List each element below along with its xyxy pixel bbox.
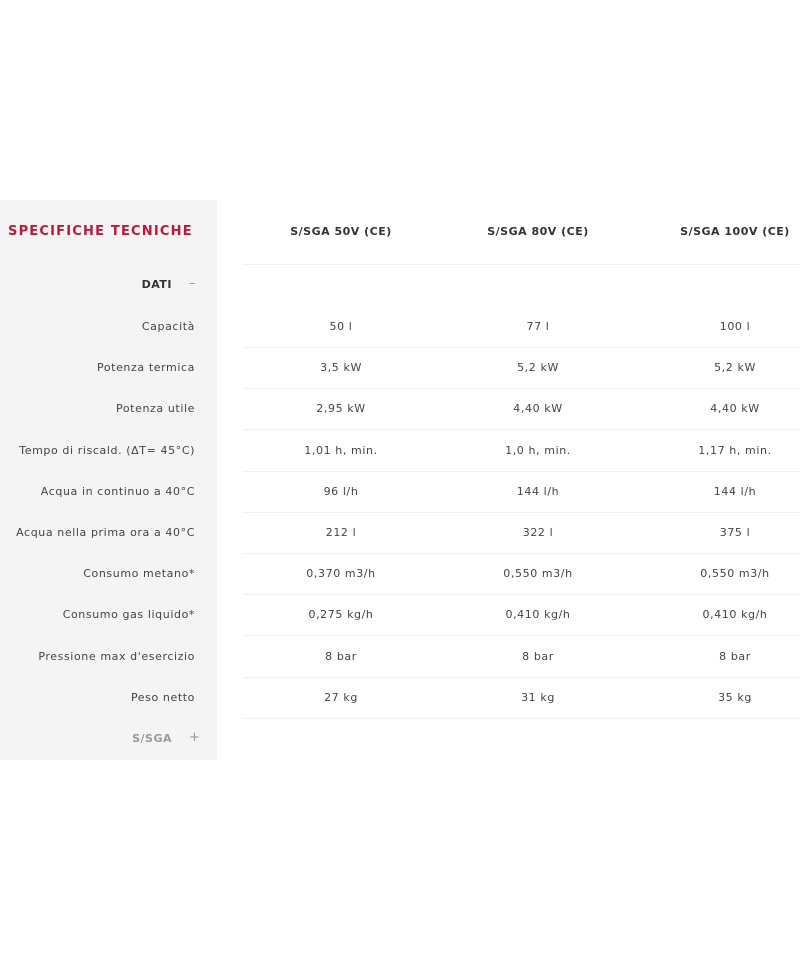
- spec-value: 4,40 kW: [710, 402, 760, 416]
- spec-value: 0,370 m3/h: [306, 567, 376, 581]
- spec-value: 1,0 h, min.: [505, 443, 571, 457]
- spec-value: 35 kg: [718, 690, 752, 704]
- spec-label: Capacità: [141, 320, 195, 333]
- spec-label: Potenza utile: [116, 402, 195, 416]
- spec-label: Pressione max d'esercizio: [38, 649, 195, 663]
- row-divider: [243, 676, 800, 678]
- row-divider: [243, 470, 800, 472]
- minus-icon[interactable]: –: [189, 276, 196, 291]
- column-header: S/SGA 100V (CE): [680, 225, 790, 238]
- section-toggle-ssga[interactable]: S/SGA: [132, 732, 172, 745]
- spec-value: 8 bar: [719, 649, 751, 663]
- row-divider: [243, 429, 800, 431]
- row-divider: [243, 635, 800, 637]
- spec-value: 100 l: [719, 320, 751, 333]
- spec-value: 4,40 kW: [513, 402, 563, 416]
- spec-value: 212 l: [325, 526, 357, 539]
- column-header: S/SGA 50V (CE): [290, 225, 392, 238]
- spec-label: Peso netto: [130, 690, 195, 704]
- spec-value: 77 l: [526, 320, 550, 333]
- spec-value: 27 kg: [324, 690, 358, 704]
- spec-value: 322 l: [522, 526, 554, 539]
- row-divider: [243, 717, 800, 719]
- spec-label: Potenza termica: [96, 361, 195, 375]
- spec-value: 8 bar: [522, 649, 554, 663]
- spec-value: 144 l/h: [713, 484, 757, 498]
- spec-value: 0,410 kg/h: [505, 608, 571, 622]
- spec-value: 96 l/h: [323, 484, 359, 498]
- spec-labels-panel: [0, 200, 217, 760]
- spec-value: 2,95 kW: [316, 402, 366, 416]
- spec-label: Tempo di riscald. (ΔT= 45°C): [19, 443, 195, 457]
- spec-label: Acqua nella prima ora a 40°C: [16, 526, 195, 539]
- spec-value: 8 bar: [325, 649, 357, 663]
- column-header: S/SGA 80V (CE): [487, 225, 589, 238]
- row-divider: [243, 347, 800, 348]
- plus-icon[interactable]: +: [189, 730, 200, 745]
- spec-value: 375 l: [719, 526, 751, 539]
- spec-value: 1,01 h, min.: [304, 443, 378, 457]
- spec-label: Acqua in continuo a 40°C: [40, 484, 195, 498]
- row-divider: [243, 594, 800, 596]
- spec-value: 5,2 kW: [714, 361, 756, 375]
- spec-label: Consumo metano*: [83, 567, 195, 581]
- spec-value: 50 l: [329, 320, 353, 333]
- spec-value: 0,275 kg/h: [308, 608, 374, 622]
- spec-value: 0,410 kg/h: [702, 608, 768, 622]
- spec-value: 144 l/h: [516, 484, 560, 498]
- spec-value: 1,17 h, min.: [698, 443, 772, 457]
- row-divider: [243, 511, 800, 513]
- section-title: SPECIFICHE TECNICHE: [8, 224, 193, 239]
- section-toggle-dati[interactable]: DATI: [141, 278, 172, 291]
- spec-label: Consumo gas liquido*: [62, 608, 195, 622]
- row-divider: [243, 388, 800, 390]
- spec-value: 3,5 kW: [320, 361, 362, 375]
- spec-value: 0,550 m3/h: [700, 567, 770, 581]
- row-divider: [243, 553, 800, 554]
- spec-value: 0,550 m3/h: [503, 567, 573, 581]
- row-divider: [243, 264, 800, 265]
- spec-value: 5,2 kW: [517, 361, 559, 375]
- spec-value: 31 kg: [521, 690, 555, 704]
- spec-values-panel: [217, 200, 800, 760]
